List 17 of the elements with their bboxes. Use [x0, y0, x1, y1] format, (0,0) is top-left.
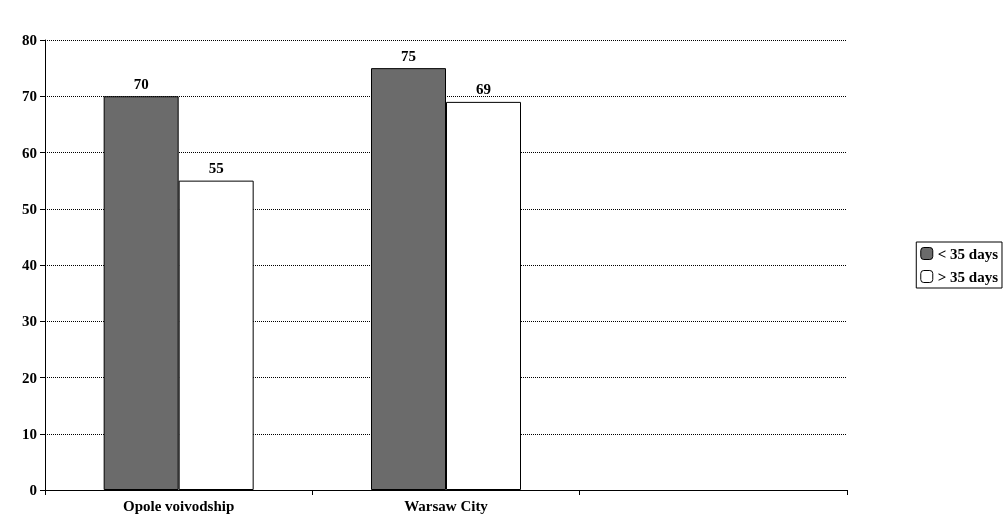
- y-tick-label: 60: [22, 144, 37, 161]
- legend-label: > 35 days: [937, 268, 999, 285]
- x-tick-label: Warsaw City: [404, 497, 489, 514]
- y-tick-label: 70: [22, 88, 37, 105]
- y-tick-label: 40: [22, 257, 37, 273]
- y-tick-label: 30: [22, 313, 37, 330]
- data-label: 70: [133, 75, 149, 92]
- data-label: 55: [208, 160, 224, 177]
- y-tick-label: 20: [22, 369, 37, 386]
- y-tick-label: 10: [22, 425, 37, 442]
- y-tick-label: 80: [22, 32, 37, 48]
- y-tick-label: 0: [29, 482, 37, 498]
- data-label: 75: [401, 47, 416, 64]
- x-tick-label: Opole voivodship: [123, 497, 235, 514]
- legend-label: < 35 days: [937, 245, 999, 262]
- data-label: 69: [476, 81, 491, 98]
- y-tick-label: 50: [22, 200, 37, 217]
